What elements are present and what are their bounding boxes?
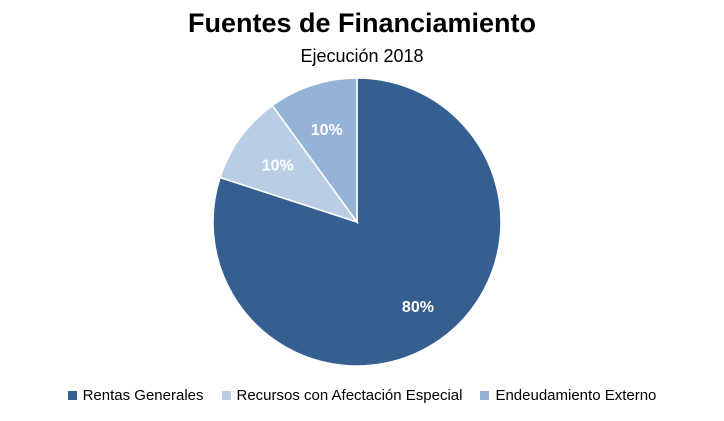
legend-item-endeudamiento-externo: Endeudamiento Externo bbox=[480, 387, 656, 404]
legend-swatch-endeudamiento-externo bbox=[480, 391, 490, 400]
legend-label-rentas-generales: Rentas Generales bbox=[82, 387, 204, 404]
legend-swatch-recursos-afectacion-especial bbox=[221, 391, 231, 400]
data-label-endeudamiento-externo: 10% bbox=[311, 122, 343, 139]
legend-swatch-rentas-generales bbox=[67, 391, 77, 400]
pie-slice-recursos-afectacion-especial bbox=[219, 104, 359, 224]
legend-label-endeudamiento-externo: Endeudamiento Externo bbox=[495, 387, 657, 404]
pie-slice-endeudamiento-externo bbox=[271, 77, 358, 225]
legend-item-recursos-afectacion-especial: Recursos con Afectación Especial bbox=[221, 387, 463, 404]
data-label-recursos-afectacion-especial: 10% bbox=[262, 157, 294, 174]
chart-subtitle: Ejecución 2018 bbox=[300, 46, 424, 66]
legend-label-recursos-afectacion-especial: Recursos con Afectación Especial bbox=[236, 387, 463, 404]
data-label-rentas-generales: 80% bbox=[402, 299, 434, 316]
chart-title: Fuentes de Financiamiento bbox=[187, 8, 537, 38]
legend-item-rentas-generales: Rentas Generales bbox=[67, 387, 204, 404]
legend: Rentas Generales Recursos con Afectación… bbox=[0, 387, 724, 404]
